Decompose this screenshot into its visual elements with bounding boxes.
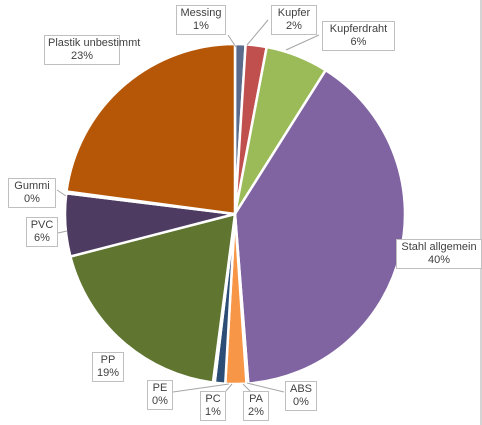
leader-line-pvc xyxy=(57,230,68,234)
pie-slice-pp xyxy=(69,212,237,384)
leader-lines xyxy=(56,19,320,393)
label-name: Kupfer xyxy=(277,7,311,19)
data-label-kupfer: Kupfer 2% xyxy=(271,5,317,35)
label-name: Gummi xyxy=(14,180,50,192)
leader-line-kupferdraht xyxy=(285,34,320,51)
label-value: 6% xyxy=(350,36,367,48)
label-value: 0% xyxy=(293,396,309,408)
leader-line-pa xyxy=(242,383,251,392)
leader-line-messing xyxy=(227,34,237,48)
leader-line-kupfer xyxy=(246,19,269,46)
data-label-messing: Messing 1% xyxy=(176,5,226,35)
label-value: 0% xyxy=(24,193,40,205)
data-label-pa: PA 2% xyxy=(243,391,269,421)
data-label-pp: PP 19% xyxy=(92,352,124,382)
label-value: 0% xyxy=(152,395,168,407)
label-value: 6% xyxy=(34,232,50,244)
leader-line-pe xyxy=(172,383,230,393)
data-label-gummi: Gummi 0% xyxy=(8,178,56,208)
label-name: PVC xyxy=(30,219,54,231)
label-name: Messing xyxy=(180,7,222,19)
pie-slices xyxy=(63,42,407,386)
right-edge-divider xyxy=(480,0,482,425)
label-value: 40% xyxy=(427,254,451,266)
label-name: Kupferdraht xyxy=(329,23,388,35)
label-name: Plastik unbestimmt xyxy=(48,37,141,49)
data-label-plastik-unbestimmt: Plastik unbestimmt 23% xyxy=(44,35,141,65)
label-name: PA xyxy=(249,393,263,405)
data-label-pvc: PVC 6% xyxy=(26,217,58,247)
data-label-kupferdraht: Kupferdraht 6% xyxy=(322,21,395,51)
data-label-pe: PE 0% xyxy=(147,380,173,410)
data-label-stahl-allgemein: Stahl allgemein 40% xyxy=(396,239,482,269)
label-name: ABS xyxy=(289,383,312,395)
data-label-abs: ABS 0% xyxy=(285,381,317,411)
leader-line-gummi xyxy=(56,189,67,197)
label-value: 1% xyxy=(205,406,221,418)
label-name: Stahl allgemein xyxy=(401,241,477,253)
label-value: 2% xyxy=(286,20,302,32)
data-label-pc: PC 1% xyxy=(200,391,226,421)
label-value: 23% xyxy=(70,50,94,62)
pie-slice-plastik-unbestimmt xyxy=(65,42,237,216)
leader-line-abs xyxy=(246,382,285,393)
label-name: PE xyxy=(152,382,168,394)
label-value: 19% xyxy=(96,367,120,379)
label-name: PP xyxy=(100,354,116,366)
label-name: PC xyxy=(205,393,221,405)
label-value: 2% xyxy=(248,406,264,418)
label-value: 1% xyxy=(193,20,209,32)
leader-line-pc xyxy=(225,383,233,392)
